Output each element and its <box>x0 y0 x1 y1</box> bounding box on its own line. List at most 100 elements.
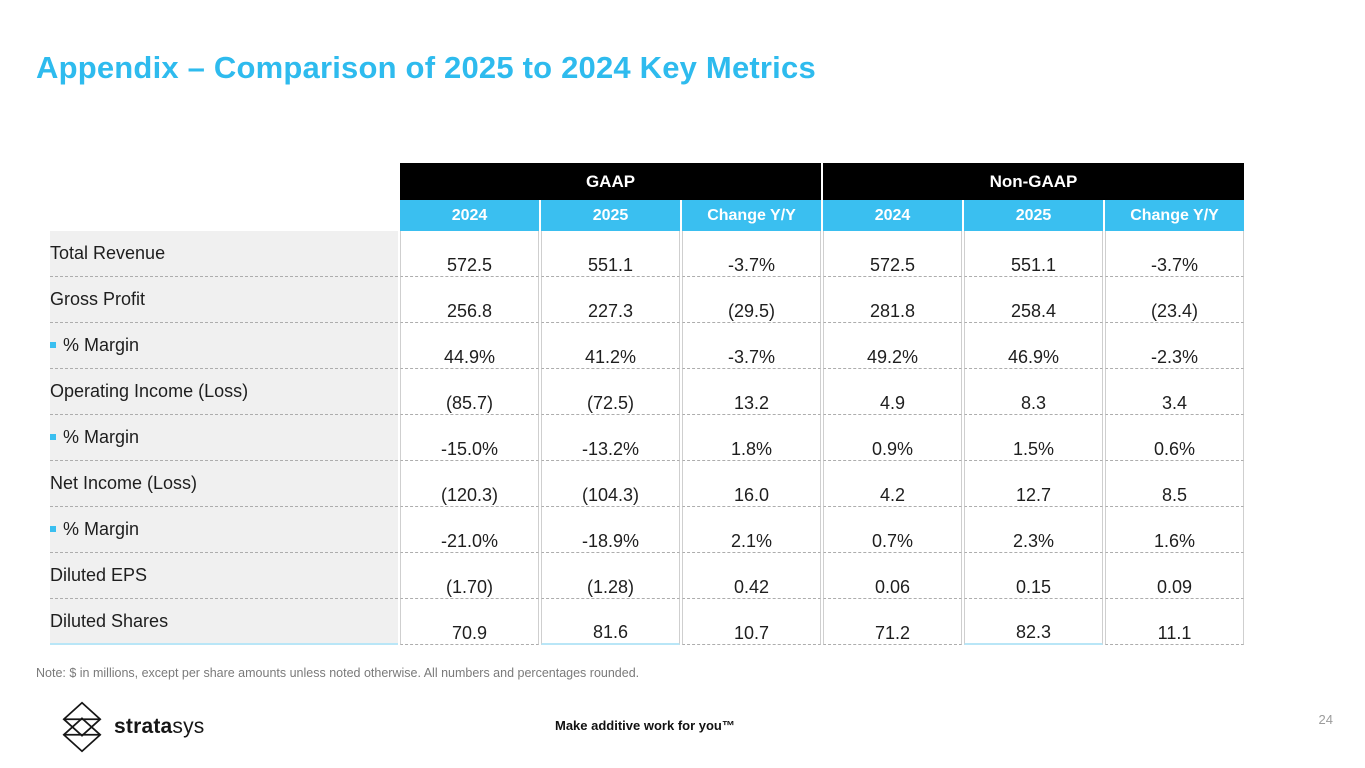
bullet-icon <box>50 342 56 348</box>
cell: -21.0% <box>400 507 539 553</box>
bullet-icon <box>50 434 56 440</box>
row-label-text: Diluted Shares <box>50 610 169 631</box>
row-label: Net Income (Loss) <box>50 461 398 507</box>
cell: 0.6% <box>1105 415 1244 461</box>
cell: 81.6 <box>541 599 680 645</box>
cell: 70.9 <box>400 599 539 645</box>
page-number: 24 <box>1318 712 1333 727</box>
cell: 11.1 <box>1105 599 1244 645</box>
cell: 0.9% <box>823 415 962 461</box>
row-label: Diluted EPS <box>50 553 398 599</box>
table-row-net-income: Net Income (Loss) (120.3) (104.3) 16.0 4… <box>50 461 1244 507</box>
cell: 0.42 <box>682 553 821 599</box>
row-label: % Margin <box>50 507 398 553</box>
cell: 71.2 <box>823 599 962 645</box>
logo-text-strata: strata <box>114 715 173 738</box>
stratasys-logo: stratasys <box>60 701 205 753</box>
group-header-gaap: GAAP <box>400 163 821 200</box>
cell: -13.2% <box>541 415 680 461</box>
cell: (29.5) <box>682 277 821 323</box>
cell: 3.4 <box>1105 369 1244 415</box>
cell: -15.0% <box>400 415 539 461</box>
cell: 10.7 <box>682 599 821 645</box>
group-header-row: GAAP Non-GAAP <box>50 163 1244 200</box>
cell: 572.5 <box>823 231 962 277</box>
col-header-gaap-2024: 2024 <box>400 200 539 231</box>
table-row-diluted-shares: Diluted Shares 70.9 81.6 10.7 71.2 82.3 … <box>50 599 1244 645</box>
cell: -18.9% <box>541 507 680 553</box>
stratasys-logo-text: stratasys <box>114 715 205 739</box>
col-header-nongaap-2024: 2024 <box>823 200 962 231</box>
group-header-nongaap: Non-GAAP <box>823 163 1244 200</box>
logo-text-sys: sys <box>172 715 205 738</box>
cell: 2.3% <box>964 507 1103 553</box>
cell: 0.15 <box>964 553 1103 599</box>
footnote: Note: $ in millions, except per share am… <box>36 666 640 680</box>
stratasys-logo-icon <box>62 701 102 753</box>
header-spacer <box>50 163 398 200</box>
table-row-gross-profit: Gross Profit 256.8 227.3 (29.5) 281.8 25… <box>50 277 1244 323</box>
column-header-row: 2024 2025 Change Y/Y 2024 2025 Change Y/… <box>50 200 1244 231</box>
row-label-text: Total Revenue <box>50 243 166 263</box>
col-header-nongaap-change: Change Y/Y <box>1105 200 1244 231</box>
cell: 572.5 <box>400 231 539 277</box>
row-label: Total Revenue <box>50 231 398 277</box>
cell: 44.9% <box>400 323 539 369</box>
cell: (85.7) <box>400 369 539 415</box>
cell: (72.5) <box>541 369 680 415</box>
footer-tagline: Make additive work for you™ <box>555 718 735 733</box>
cell: 8.5 <box>1105 461 1244 507</box>
table-row-operating-income: Operating Income (Loss) (85.7) (72.5) 13… <box>50 369 1244 415</box>
cell: 0.7% <box>823 507 962 553</box>
cell: 82.3 <box>964 599 1103 645</box>
cell: 256.8 <box>400 277 539 323</box>
row-label-text: % Margin <box>63 519 140 539</box>
cell: -3.7% <box>682 231 821 277</box>
row-label-text: Operating Income (Loss) <box>50 381 249 401</box>
cell: -3.7% <box>682 323 821 369</box>
row-label-text: Net Income (Loss) <box>50 473 198 493</box>
cell: 49.2% <box>823 323 962 369</box>
col-header-gaap-2025: 2025 <box>541 200 680 231</box>
cell: 0.09 <box>1105 553 1244 599</box>
row-label-text: Diluted EPS <box>50 565 148 585</box>
metrics-table: GAAP Non-GAAP 2024 2025 Change Y/Y 2024 … <box>48 163 1246 645</box>
col-header-gaap-change: Change Y/Y <box>682 200 821 231</box>
cell: (1.28) <box>541 553 680 599</box>
cell: 8.3 <box>964 369 1103 415</box>
cell: 227.3 <box>541 277 680 323</box>
row-label: Gross Profit <box>50 277 398 323</box>
table-row-total-revenue: Total Revenue 572.5 551.1 -3.7% 572.5 55… <box>50 231 1244 277</box>
row-label-text: % Margin <box>63 335 140 355</box>
cell: 258.4 <box>964 277 1103 323</box>
cell: -2.3% <box>1105 323 1244 369</box>
row-label: % Margin <box>50 323 398 369</box>
row-label: % Margin <box>50 415 398 461</box>
cell: (23.4) <box>1105 277 1244 323</box>
header-spacer <box>50 200 398 231</box>
cell: 1.5% <box>964 415 1103 461</box>
page-title: Appendix – Comparison of 2025 to 2024 Ke… <box>36 50 816 85</box>
row-label: Operating Income (Loss) <box>50 369 398 415</box>
cell: 0.06 <box>823 553 962 599</box>
row-label-text: Gross Profit <box>50 289 146 309</box>
cell: 1.8% <box>682 415 821 461</box>
cell: 281.8 <box>823 277 962 323</box>
cell: -3.7% <box>1105 231 1244 277</box>
row-label-text: % Margin <box>63 427 140 447</box>
cell: 13.2 <box>682 369 821 415</box>
cell: 2.1% <box>682 507 821 553</box>
cell: 4.9 <box>823 369 962 415</box>
cell: (120.3) <box>400 461 539 507</box>
cell: 12.7 <box>964 461 1103 507</box>
table-row-diluted-eps: Diluted EPS (1.70) (1.28) 0.42 0.06 0.15… <box>50 553 1244 599</box>
table-row-gross-margin: % Margin 44.9% 41.2% -3.7% 49.2% 46.9% -… <box>50 323 1244 369</box>
cell: 1.6% <box>1105 507 1244 553</box>
cell: (104.3) <box>541 461 680 507</box>
cell: 551.1 <box>964 231 1103 277</box>
table-row-operating-margin: % Margin -15.0% -13.2% 1.8% 0.9% 1.5% 0.… <box>50 415 1244 461</box>
cell: 41.2% <box>541 323 680 369</box>
cell: 4.2 <box>823 461 962 507</box>
cell: 16.0 <box>682 461 821 507</box>
cell: 46.9% <box>964 323 1103 369</box>
